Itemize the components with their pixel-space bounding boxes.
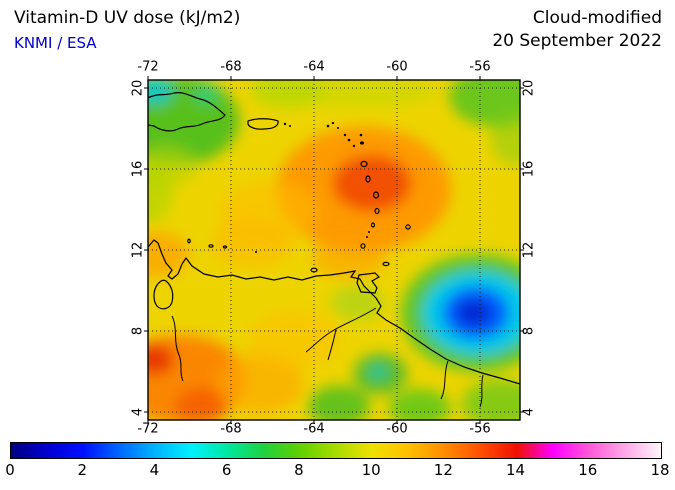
lon-tick-label-top: -60 bbox=[386, 59, 408, 75]
colorbar-gradient bbox=[11, 443, 661, 458]
lat-tick-label-right: 16 bbox=[521, 160, 537, 178]
aruba-outline bbox=[187, 238, 191, 244]
colorbar-tick-label: 2 bbox=[77, 461, 87, 479]
puerto-rico-outline bbox=[247, 118, 279, 130]
lon-tick-label-bottom: -56 bbox=[469, 421, 491, 437]
page-title: Vitamin-D UV dose (kJ/m2) bbox=[14, 8, 241, 28]
lat-tick-label-left: 4 bbox=[130, 407, 146, 417]
margarita-outline bbox=[310, 267, 318, 273]
south-america-coastline bbox=[148, 239, 520, 385]
lon-tick-label-bottom: -68 bbox=[220, 421, 242, 437]
lat-tick-label-left: 12 bbox=[130, 241, 146, 259]
st-lucia-outline bbox=[374, 207, 380, 215]
lon-tick-label-bottom: -60 bbox=[386, 421, 408, 437]
barbados-outline bbox=[405, 224, 411, 230]
hispaniola-outline bbox=[148, 92, 226, 132]
map-area bbox=[144, 76, 524, 424]
lesser-antilles-islands bbox=[255, 121, 370, 253]
dominica-outline bbox=[365, 175, 371, 183]
source-credit: KNMI / ESA bbox=[14, 34, 97, 52]
bonaire-outline bbox=[222, 245, 228, 249]
lat-tick-label-right: 20 bbox=[521, 79, 537, 97]
lon-tick-label-top: -68 bbox=[220, 59, 242, 75]
lat-tick-label-left: 16 bbox=[130, 160, 146, 178]
map-border bbox=[147, 79, 521, 421]
rivers bbox=[171, 307, 484, 408]
lon-tick-label-top: -72 bbox=[137, 59, 159, 75]
colorbar-tick-label: 8 bbox=[294, 461, 304, 479]
lon-tick-label-bottom: -64 bbox=[303, 421, 325, 437]
grenada-outline bbox=[360, 243, 366, 249]
guadeloupe-outline bbox=[360, 160, 368, 168]
lat-tick-label-right: 8 bbox=[521, 326, 537, 336]
lon-tick-label-top: -56 bbox=[469, 59, 491, 75]
colorbar-tick-label: 14 bbox=[506, 461, 526, 479]
lon-tick-label-bottom: -72 bbox=[137, 421, 159, 437]
uv-field-blobs bbox=[148, 80, 520, 420]
colorbar-tick-label: 18 bbox=[650, 461, 670, 479]
coastlines bbox=[148, 92, 520, 408]
st-vincent-outline bbox=[370, 222, 376, 228]
colorbar-tick-label: 0 bbox=[5, 461, 15, 479]
mode-label: Cloud-modified bbox=[532, 8, 662, 28]
axis-tick-marks bbox=[144, 76, 524, 424]
colorbar-tick-label: 4 bbox=[149, 461, 160, 479]
colorbar-tick-label: 6 bbox=[221, 461, 232, 479]
grid-lines bbox=[148, 80, 520, 420]
lat-tick-label-right: 12 bbox=[521, 241, 537, 259]
uv-map bbox=[144, 76, 524, 424]
trinidad-outline bbox=[356, 272, 380, 294]
lake-maracaibo-outline bbox=[153, 279, 174, 310]
colorbar bbox=[10, 442, 662, 459]
lat-tick-label-left: 8 bbox=[130, 326, 146, 336]
lat-tick-label-left: 20 bbox=[130, 79, 146, 97]
date-label: 20 September 2022 bbox=[492, 31, 662, 51]
martinique-outline bbox=[373, 191, 380, 199]
colorbar-tick-label: 16 bbox=[578, 461, 598, 479]
curacao-outline bbox=[208, 244, 214, 248]
colorbar-tick-label: 12 bbox=[433, 461, 453, 479]
tobago-outline bbox=[382, 261, 390, 267]
colorbar-tick-label: 10 bbox=[361, 461, 381, 479]
lon-tick-label-top: -64 bbox=[303, 59, 325, 75]
lat-tick-label-right: 4 bbox=[521, 407, 537, 417]
